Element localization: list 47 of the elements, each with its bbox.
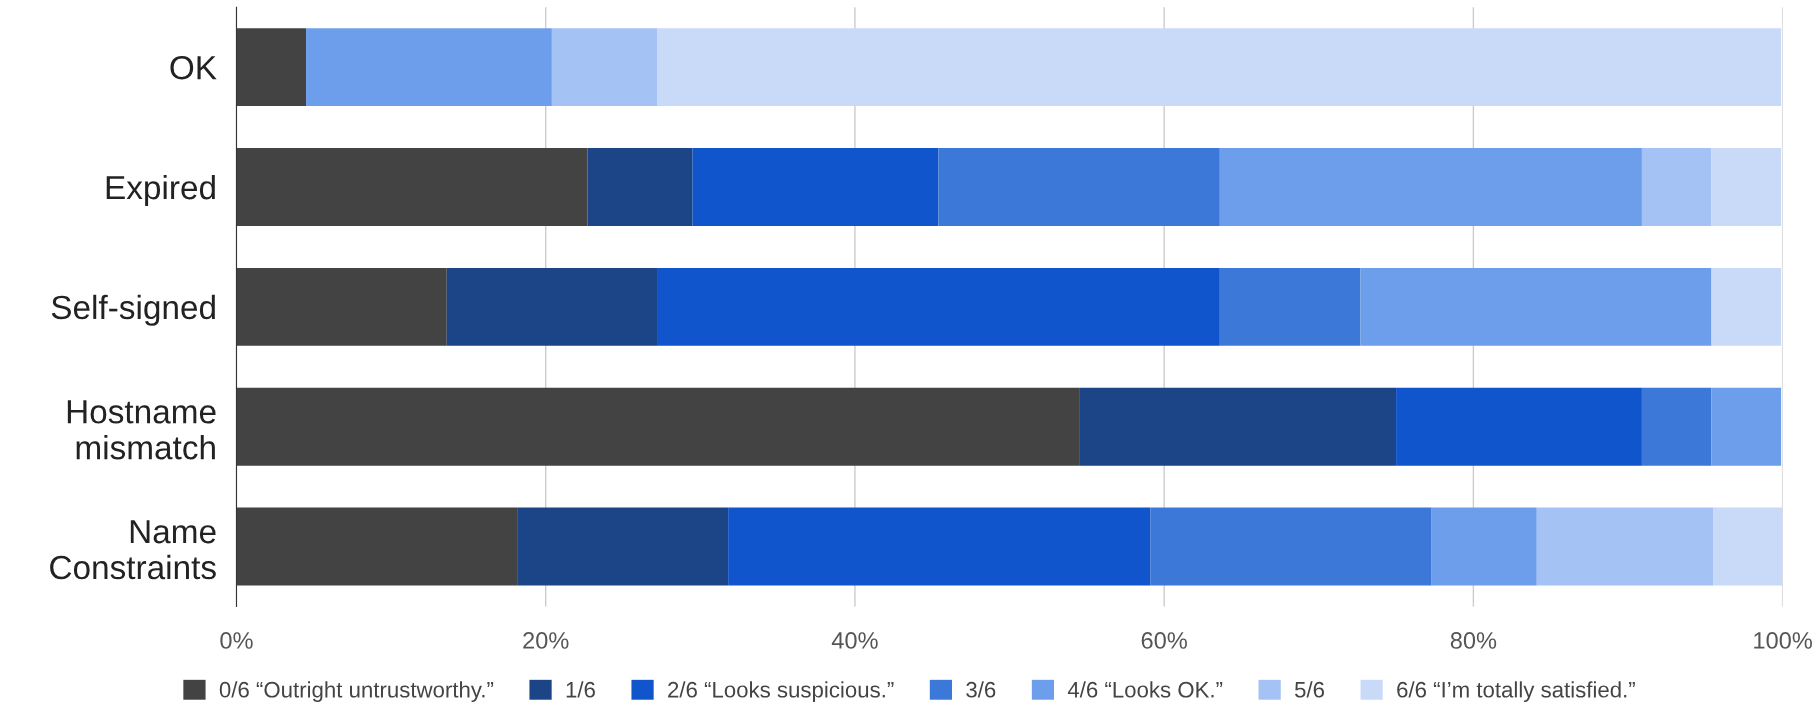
bar (236, 387, 1080, 466)
legend-label: 3/6 (966, 681, 996, 698)
y-tick-label: OK (170, 55, 217, 80)
legend-label: 2/6 “Looks suspicious.” (668, 681, 894, 702)
bar (446, 267, 658, 346)
bar (1641, 148, 1712, 226)
bar (1219, 148, 1642, 226)
y-tick-label: Hostname mismatch (67, 400, 216, 460)
x-tick-label: 80% (1450, 632, 1497, 649)
bar (236, 507, 518, 586)
bar (236, 28, 307, 107)
legend-label: 4/6 “Looks OK.” (1067, 681, 1223, 698)
bar (657, 267, 1220, 346)
x-tick-label: 0% (220, 632, 253, 649)
bar (1431, 507, 1537, 586)
bar (692, 148, 939, 226)
legend-label: 5/6 (1294, 681, 1324, 698)
bar (657, 28, 1782, 107)
bar (517, 507, 729, 586)
bar (1713, 507, 1783, 586)
bar (1711, 148, 1782, 226)
y-tick-label: Self-signed (51, 294, 215, 326)
bar (1079, 387, 1397, 466)
bar (1150, 507, 1432, 586)
bar (1711, 387, 1782, 466)
bar (306, 28, 552, 107)
legend-label: 0/6 “Outright untrustworthy.” (219, 681, 494, 702)
y-tick-label: Name Constraints (50, 520, 216, 580)
legend-label: 6/6 “I’m totally satisfied.” (1397, 681, 1635, 702)
bar (1536, 507, 1714, 586)
bar (1219, 267, 1361, 346)
x-tick-label: 40% (831, 632, 878, 649)
x-tick-label: 100% (1754, 632, 1812, 649)
bar (236, 148, 588, 226)
bar (1711, 267, 1782, 346)
bar (236, 267, 447, 346)
x-tick-label: 60% (1141, 632, 1187, 649)
bar (938, 148, 1220, 226)
bar (1360, 267, 1712, 346)
y-tick-label: Expired (106, 174, 215, 206)
bar (1396, 387, 1642, 466)
legend-label: 1/6 (566, 681, 595, 698)
bar (1641, 387, 1712, 466)
bar (728, 507, 1151, 586)
bar (587, 148, 693, 226)
bar (551, 28, 658, 107)
x-tick-label: 20% (523, 632, 569, 649)
